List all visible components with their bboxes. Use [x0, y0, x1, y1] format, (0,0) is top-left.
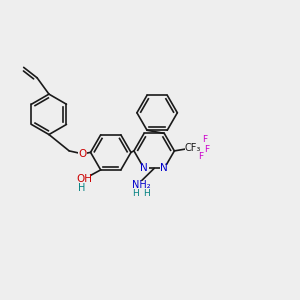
Text: CF₃: CF₃	[184, 143, 200, 153]
Bar	[135, 181, 147, 188]
Text: F: F	[204, 145, 209, 154]
Bar	[160, 165, 169, 172]
Bar	[140, 165, 148, 172]
Text: N: N	[140, 164, 148, 173]
Bar	[185, 144, 199, 152]
Text: OH: OH	[76, 174, 92, 184]
Text: NH₂: NH₂	[132, 180, 150, 190]
Text: F: F	[198, 152, 203, 161]
Text: F: F	[202, 135, 207, 144]
Bar	[79, 175, 90, 182]
Text: O: O	[78, 149, 87, 159]
Text: N: N	[160, 164, 168, 173]
Text: H: H	[132, 189, 139, 198]
Text: H: H	[78, 183, 85, 193]
Text: H: H	[143, 189, 150, 198]
Bar	[78, 151, 87, 157]
